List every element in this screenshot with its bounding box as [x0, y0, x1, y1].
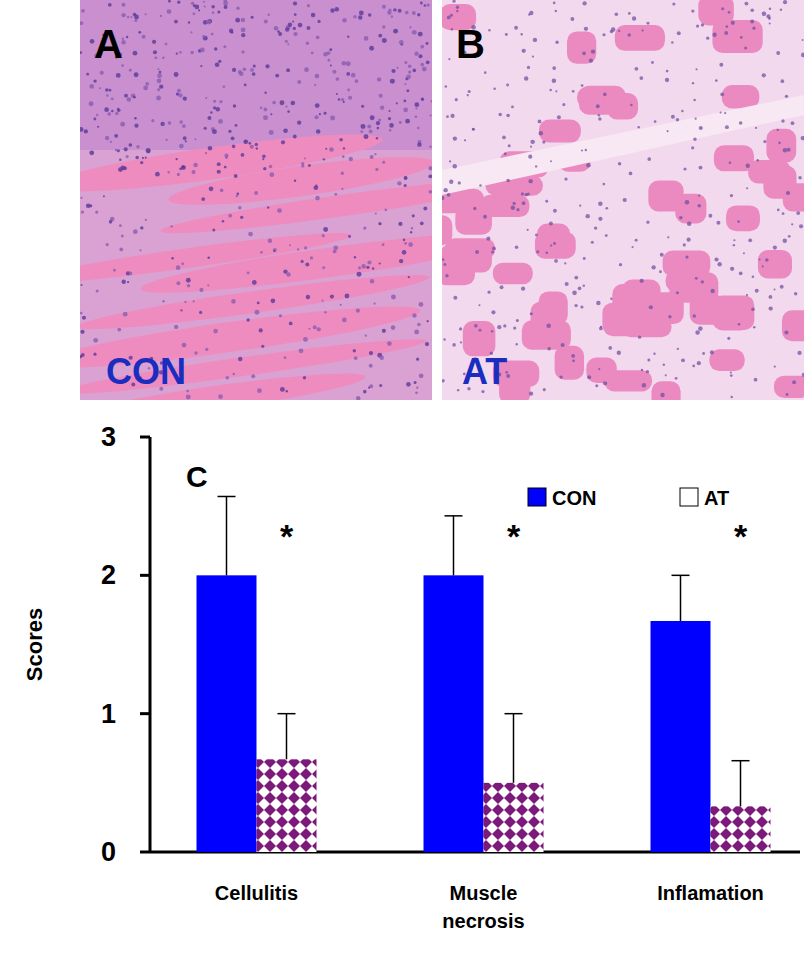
significance-mark: * [280, 517, 294, 555]
y-tick-label: 2 [101, 560, 116, 590]
bar [257, 759, 317, 852]
micrograph [442, 0, 804, 400]
y-tick-label: 1 [101, 699, 116, 729]
y-axis [149, 437, 152, 852]
x-tick-label: Inflamation [657, 882, 764, 904]
significance-mark: * [507, 517, 521, 555]
y-tick [140, 436, 150, 439]
bar [651, 621, 711, 852]
y-tick-label: 0 [101, 837, 116, 867]
error-bar [732, 761, 750, 807]
figure: A CON B AT 0 1 2 3 Scores C * * * Cellulitis Musclenec… [0, 0, 804, 967]
panel-label: C [186, 460, 208, 493]
x-tick-label: Musclenecrosis [442, 882, 524, 932]
error-bar [218, 496, 236, 575]
error-bar [445, 516, 463, 575]
y-tick [140, 712, 150, 715]
panel-caption: CON [106, 351, 186, 392]
bar [424, 575, 484, 852]
legend-entry: AT [680, 487, 729, 509]
y-tick [140, 851, 150, 854]
y-tick-label: 3 [101, 422, 116, 452]
micrograph [80, 0, 432, 400]
plot-area [197, 496, 771, 852]
figure-root: A CON B AT 0 1 2 3 Scores C * * * Cellulitis Musclenec… [0, 0, 804, 967]
panel-label: B [456, 22, 485, 66]
significance-mark: * [734, 517, 748, 555]
bar [484, 783, 544, 852]
legend-label: CON [552, 487, 596, 509]
legend-entry: CON [528, 487, 596, 509]
y-axis-label: Scores [22, 608, 47, 681]
panel-label: A [94, 22, 123, 66]
bar [711, 806, 771, 852]
x-tick-label: Cellulitis [215, 882, 298, 904]
error-bar [672, 575, 690, 621]
panel-caption: AT [462, 351, 507, 392]
y-tick [140, 574, 150, 577]
legend-label: AT [704, 487, 729, 509]
bar [197, 575, 257, 852]
error-bar [505, 714, 523, 783]
error-bar [278, 714, 296, 760]
